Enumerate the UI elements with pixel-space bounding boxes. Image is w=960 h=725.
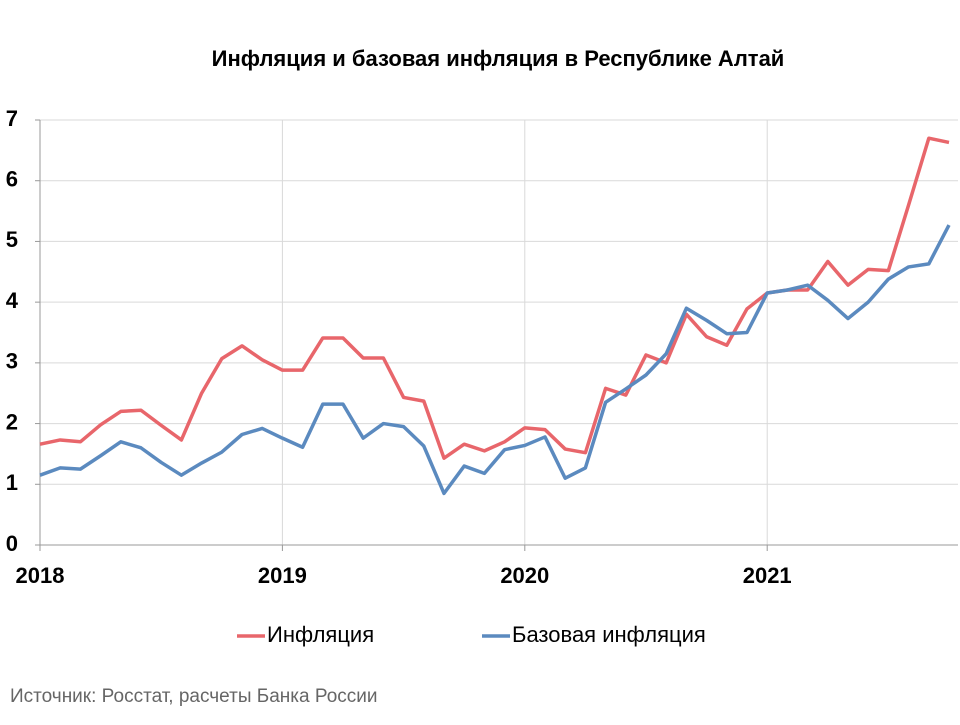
x-tick-label: 2019 xyxy=(258,563,307,588)
y-tick-label: 5 xyxy=(6,227,18,252)
y-tick-label: 1 xyxy=(6,470,18,495)
x-tick-label: 2020 xyxy=(500,563,549,588)
y-tick-label: 6 xyxy=(6,167,18,192)
legend-label: Инфляция xyxy=(267,622,374,647)
y-tick-label: 0 xyxy=(6,531,18,556)
chart-title: Инфляция и базовая инфляция в Республике… xyxy=(212,46,785,71)
series-line xyxy=(39,224,951,496)
source-note: Источник: Росстат, расчеты Банка России xyxy=(10,686,378,707)
y-tick-label: 4 xyxy=(6,288,19,313)
y-tick-label: 7 xyxy=(6,106,18,131)
y-tick-label: 2 xyxy=(6,409,18,434)
x-tick-label: 2018 xyxy=(16,563,65,588)
y-tick-label: 3 xyxy=(6,349,18,374)
series-line xyxy=(39,136,950,460)
legend-label: Базовая инфляция xyxy=(512,622,706,647)
x-tick-label: 2021 xyxy=(743,563,792,588)
